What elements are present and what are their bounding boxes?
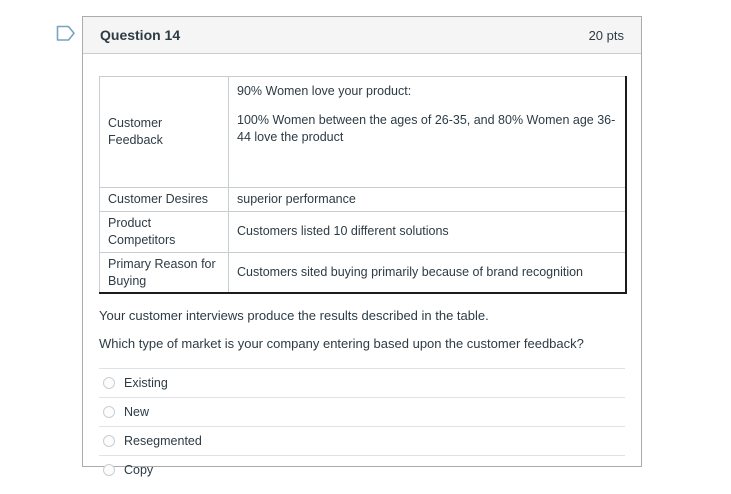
radio-button-icon[interactable] (103, 464, 115, 477)
table-cell-paragraph: Customers listed 10 different solutions (237, 224, 449, 239)
flag-question-icon (56, 25, 76, 45)
flag-question-button[interactable] (56, 25, 76, 43)
question-prompt-line: Which type of market is your company ent… (99, 336, 584, 352)
table-row-value: Customers listed 10 different solutions (228, 210, 627, 253)
table-row: Customer Feedback 90% Women love your pr… (99, 76, 627, 188)
table-row: Primary Reason for Buying Customers site… (99, 251, 627, 294)
table-row: Customer Desires superior performance (99, 187, 627, 212)
answer-options: Existing New Resegmented Copy (99, 368, 625, 484)
answer-option-existing[interactable]: Existing (99, 368, 625, 397)
question-points: 20 pts (588, 27, 624, 43)
table-cell-paragraph: superior performance (237, 192, 356, 206)
answer-option-label: Resegmented (124, 434, 202, 449)
answer-option-copy[interactable]: Copy (99, 455, 625, 484)
question-prompt-line: Your customer interviews produce the res… (99, 308, 489, 324)
question-title: Question 14 (100, 27, 181, 43)
table-row-value: superior performance (228, 187, 627, 212)
table-row-label: Customer Feedback (99, 76, 229, 188)
table-row-label: Customer Desires (99, 187, 229, 212)
table-cell-paragraph: 100% Women between the ages of 26-35, an… (237, 112, 616, 144)
table-row-label: Product Competitors (99, 210, 229, 253)
table-row-value: 90% Women love your product: 100% Women … (228, 76, 627, 188)
table-row: Product Competitors Customers listed 10 … (99, 210, 627, 253)
answer-option-label: Existing (124, 376, 168, 391)
radio-button-icon[interactable] (103, 435, 115, 448)
radio-button-icon[interactable] (103, 377, 115, 390)
table-row-label: Primary Reason for Buying (99, 251, 229, 294)
answer-option-resegmented[interactable]: Resegmented (99, 426, 625, 455)
answer-option-new[interactable]: New (99, 397, 625, 426)
table-row-value: Customers sited buying primarily because… (228, 251, 627, 294)
answer-option-label: Copy (124, 463, 154, 478)
answer-option-label: New (124, 405, 150, 420)
table-cell-paragraph: 90% Women love your product: (237, 84, 412, 98)
customer-feedback-table: Customer Feedback 90% Women love your pr… (99, 76, 627, 295)
question-body: Customer Feedback 90% Women love your pr… (83, 54, 641, 484)
table-cell-paragraph: Customers sited buying primarily because… (237, 265, 584, 280)
radio-button-icon[interactable] (103, 406, 115, 419)
question-header: Question 14 20 pts (83, 17, 641, 54)
question-card: Question 14 20 pts Customer Feedback 90%… (82, 16, 642, 477)
